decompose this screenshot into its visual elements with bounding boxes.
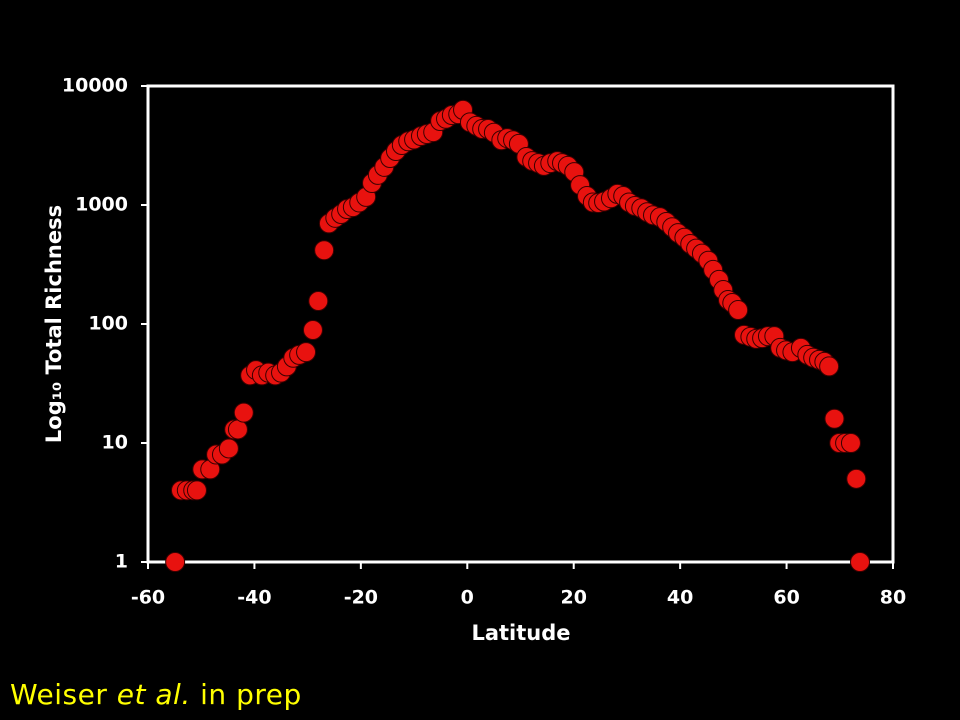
x-tick-label: -60 [131,587,165,609]
data-point [840,433,861,453]
data-point [824,408,845,429]
x-tick-label: 60 [773,587,799,609]
data-point [846,468,867,489]
y-tick-label: 100 [88,313,128,335]
data-point [227,419,248,440]
data-point [850,552,871,572]
caption: Weiser et al. in prep [10,678,302,711]
caption-author: Weiser [10,678,108,711]
x-axis-title: Latitude [471,621,570,645]
data-point [728,300,749,321]
y-tick-label: 10000 [62,75,128,97]
y-tick-label: 1 [115,551,128,573]
x-tick-label: -20 [344,587,378,609]
data-point [186,480,207,501]
x-tick-label: 20 [560,587,586,609]
data-point [314,240,335,261]
data-point [302,320,323,341]
data-point [233,402,254,423]
data-point [819,356,840,377]
y-tick-label: 10 [102,432,128,454]
y-tick-label: 1000 [75,194,128,216]
x-tick-label: 80 [880,587,906,609]
caption-rest: in prep [200,678,302,711]
data-point [218,438,239,459]
data-point [296,342,317,363]
y-axis-title: Log₁₀ Total Richness [42,205,66,443]
data-point [308,291,329,312]
caption-etal: et al. [116,678,191,711]
data-point [165,552,186,572]
x-tick-label: -40 [237,587,271,609]
x-tick-label: 0 [461,587,474,609]
x-tick-label: 40 [667,587,693,609]
